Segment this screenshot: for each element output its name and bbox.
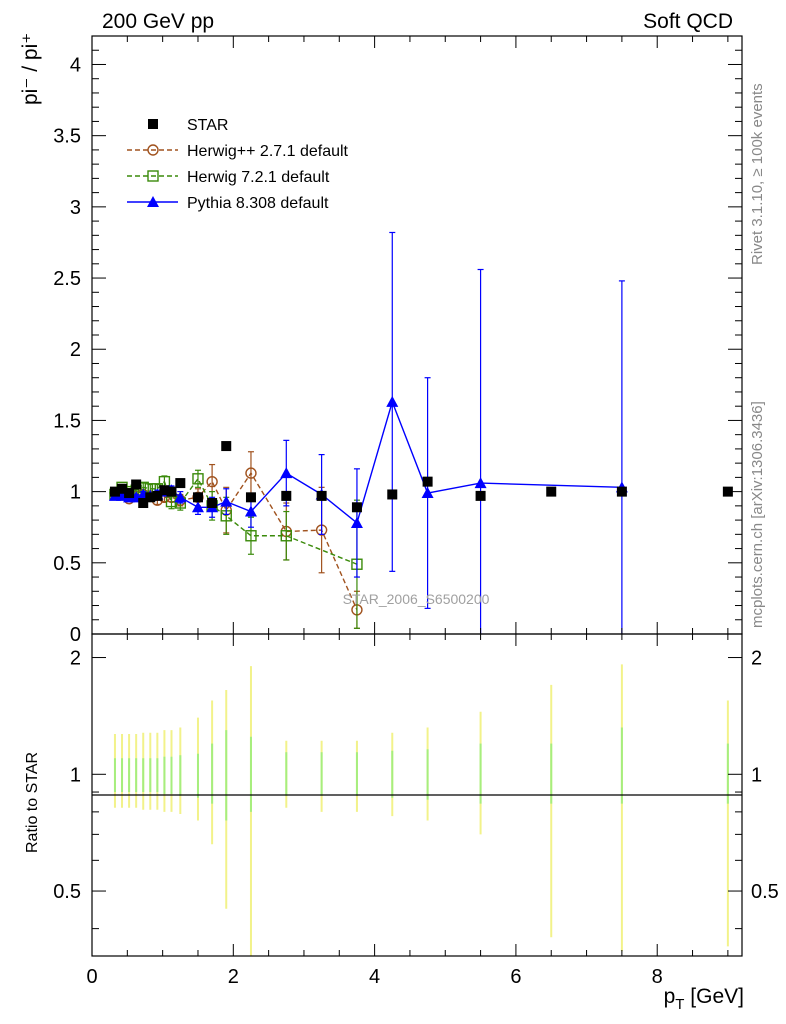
data-point-pythia (350, 516, 363, 528)
data-point-pythia (116, 489, 129, 501)
y-tick-label-ratio: 2 (70, 648, 81, 670)
data-point-star (166, 486, 177, 497)
data-point-star (546, 486, 557, 497)
data-point-pythia (174, 491, 187, 503)
data-point-star (281, 490, 292, 501)
y-axis-label-main: pi⁻ / pi⁺ (19, 33, 42, 105)
legend-marker-pythia (147, 196, 159, 207)
main-axes: 0 0.5 1 1.5 2 2.5 3 3.5 4 (53, 35, 742, 646)
main-data-layer (108, 231, 733, 634)
data-point-star (351, 502, 362, 513)
legend-marker-herwig7 (147, 170, 159, 182)
data-point-star (159, 485, 170, 496)
y-tick-label-main: 0 (70, 624, 81, 646)
y-tick-label-ratio-right: 2 (751, 648, 762, 670)
x-tick-label: 4 (369, 966, 380, 988)
y-tick-label-main: 0.5 (53, 553, 81, 575)
data-point-herwig7 (280, 530, 292, 542)
data-point-star (117, 483, 128, 494)
y-tick-label-main: 1.5 (53, 410, 81, 432)
ratio-plot-frame (91, 633, 743, 957)
data-point-pythia (191, 501, 204, 513)
y-tick-label-ratio-right: 1 (751, 764, 762, 786)
data-point-pythia (386, 395, 399, 407)
main-panel: 0 0.5 1 1.5 2 2.5 3 3.5 4 STAR_2006_S6500200 STA… (53, 35, 743, 646)
ratio-axes: 0 2 4 6 8 0.5 0.5 1 1 2 2 (53, 634, 779, 988)
legend-label-herwig-pp: Herwig++ 2.7.1 default (187, 143, 349, 160)
header-left: 200 GeV pp (102, 10, 214, 33)
data-point-herwig7 (192, 473, 204, 485)
y-axis-label-ratio: Ratio to STAR (24, 752, 41, 853)
x-tick-label: 8 (652, 966, 663, 988)
data-point-star (175, 478, 186, 489)
y-tick-label-main: 4 (70, 54, 81, 76)
data-point-star (131, 479, 142, 490)
y-tick-label-main: 2.5 (53, 268, 81, 290)
series-line-herwig-pp (114, 471, 358, 611)
y-tick-label-main: 2 (70, 339, 81, 361)
legend-label-pythia: Pythia 8.308 default (187, 195, 329, 212)
side-label-mcplots: mcplots.cern.ch [arXiv:1306.3436] (749, 401, 766, 628)
data-point-star (616, 486, 627, 497)
data-point-star (722, 486, 733, 497)
ratio-band-layer (113, 664, 729, 956)
data-point-star (138, 498, 149, 509)
series-line-pythia (114, 399, 622, 525)
data-point-star (192, 492, 203, 503)
x-tick-label: 2 (228, 966, 239, 988)
y-tick-label-main: 3 (70, 197, 81, 219)
y-tick-label-main: 1 (70, 482, 81, 504)
data-point-star (422, 476, 433, 487)
x-tick-label: 0 (86, 966, 97, 988)
legend-marker-star (148, 119, 158, 129)
data-point-herwig-pp (245, 467, 257, 479)
data-point-herwig7 (245, 530, 257, 542)
legend: STAR Herwig++ 2.7.1 default Herwig 7.2.1 d… (127, 117, 349, 212)
y-tick-label-ratio: 0.5 (53, 881, 81, 903)
data-point-star (475, 490, 486, 501)
data-point-star (145, 492, 156, 503)
y-tick-label-ratio-right: 0.5 (751, 881, 779, 903)
data-point-star (387, 489, 398, 500)
data-point-star (316, 490, 327, 501)
data-point-pythia (280, 467, 293, 479)
data-point-pythia (474, 477, 487, 489)
x-tick-label: 6 (510, 966, 521, 988)
data-point-star (152, 490, 163, 501)
legend-marker-herwig-pp (147, 144, 159, 156)
data-point-pythia (244, 505, 257, 517)
ratio-panel: 0 2 4 6 8 0.5 0.5 1 1 2 2 (53, 633, 779, 988)
side-label-rivet: Rivet 3.1.10, ≥ 100k events (749, 83, 766, 265)
y-tick-label-main: 3.5 (53, 126, 81, 148)
data-point-herwig-pp (206, 475, 218, 488)
data-point-pythia (220, 495, 233, 507)
data-point-star (245, 492, 256, 503)
data-point-star (124, 488, 135, 499)
y-tick-label-ratio: 1 (70, 764, 81, 786)
data-point-star (207, 498, 218, 509)
data-point-star (109, 486, 120, 497)
header-right: Soft QCD (643, 10, 733, 33)
legend-label-herwig7: Herwig 7.2.1 default (187, 169, 330, 186)
data-point-pythia (421, 487, 434, 499)
legend-label-star: STAR (187, 117, 228, 134)
x-axis-label: pT [GeV] (664, 985, 744, 1013)
watermark: STAR_2006_S6500200 (343, 591, 490, 607)
data-point-star (221, 441, 232, 452)
